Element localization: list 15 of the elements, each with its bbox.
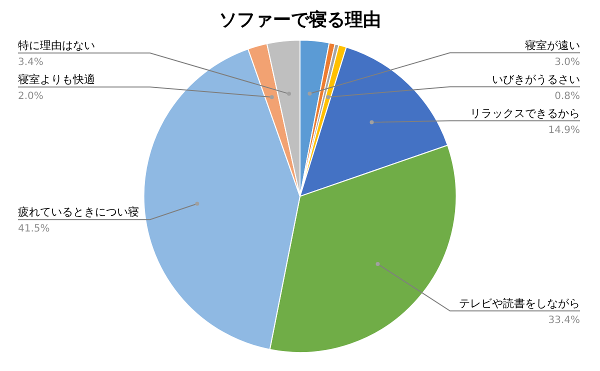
slice-label: 寝室が遠い [525, 38, 580, 52]
slice-label: 疲れているときについ寝 [18, 206, 139, 219]
data-label: 0.8% [554, 90, 580, 102]
data-label: 2.0% [18, 90, 44, 102]
data-label: 41.5% [18, 224, 50, 235]
slice-label: リラックスできるから [470, 106, 580, 120]
data-label: 14.9% [548, 124, 580, 136]
data-label: 33.4% [548, 314, 580, 326]
slice-label: 特に理由はない [18, 38, 95, 52]
slice-label: いびきがうるさい [492, 72, 580, 86]
data-label: 3.4% [18, 56, 44, 68]
chart-title: ソファーで寝る理由 [219, 9, 381, 30]
slice-label: テレビや読書をしながら [459, 296, 580, 310]
slice-label: 寝室よりも快適 [18, 72, 95, 86]
data-label: 3.0% [554, 56, 580, 68]
